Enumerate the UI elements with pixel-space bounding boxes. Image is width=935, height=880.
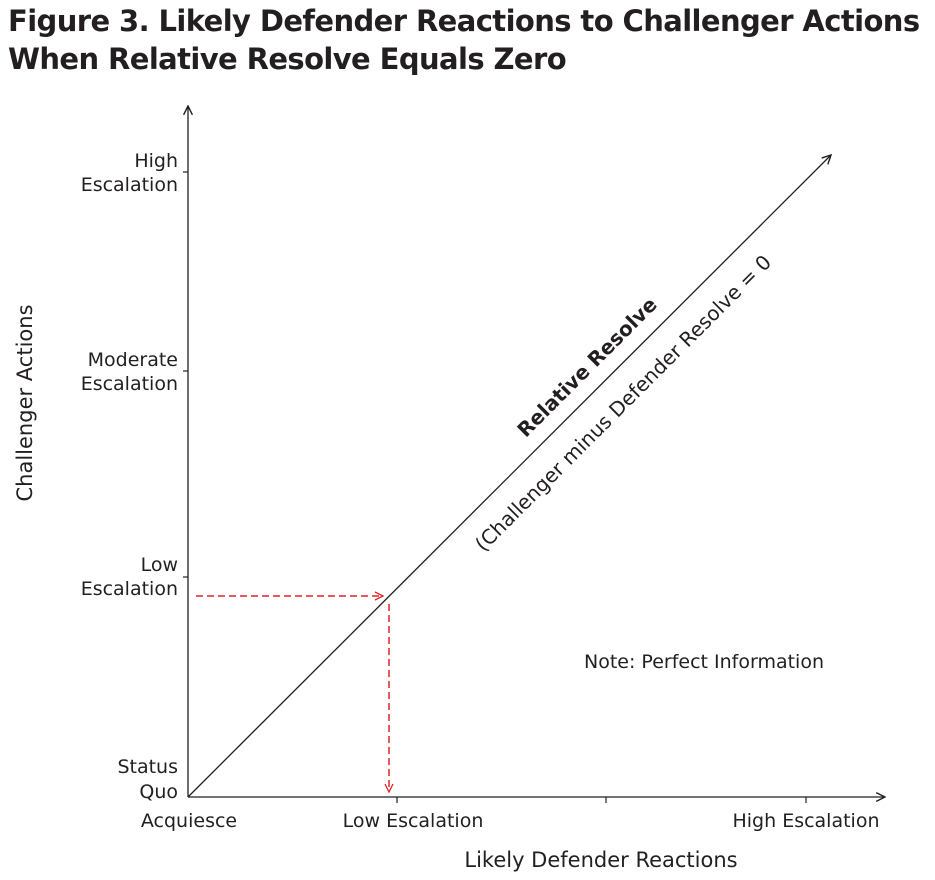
y-tick-label: High bbox=[134, 150, 178, 172]
y-tick-label: Escalation bbox=[81, 174, 178, 196]
x-tick-label: High Escalation bbox=[732, 810, 879, 832]
relative-resolve-line bbox=[187, 155, 831, 798]
figure-title-line-1: Figure 3. Likely Defender Reactions to C… bbox=[8, 4, 920, 38]
relative-resolve-sublabel: (Challenger minus Defender Resolve = 0 bbox=[470, 250, 776, 556]
figure-title: Figure 3. Likely Defender Reactions to C… bbox=[8, 2, 928, 78]
y-tick-label: Moderate bbox=[88, 349, 178, 371]
information-note: Note: Perfect Information bbox=[584, 651, 824, 673]
y-tick-label: Escalation bbox=[81, 373, 178, 395]
y-tick-label: Status bbox=[117, 756, 178, 778]
figure-title-line-2: When Relative Resolve Equals Zero bbox=[8, 42, 567, 76]
y-tick-label: Escalation bbox=[81, 578, 178, 600]
relative-resolve-label: Relative Resolve bbox=[512, 292, 661, 441]
x-tick-label: Acquiesce bbox=[141, 810, 237, 832]
y-tick-label: Low bbox=[141, 554, 178, 576]
x-tick-label: Low Escalation bbox=[343, 810, 484, 832]
y-tick-label: Quo bbox=[139, 781, 178, 803]
x-axis-title: Likely Defender Reactions bbox=[464, 848, 737, 872]
y-axis-title: Challenger Actions bbox=[13, 304, 37, 501]
